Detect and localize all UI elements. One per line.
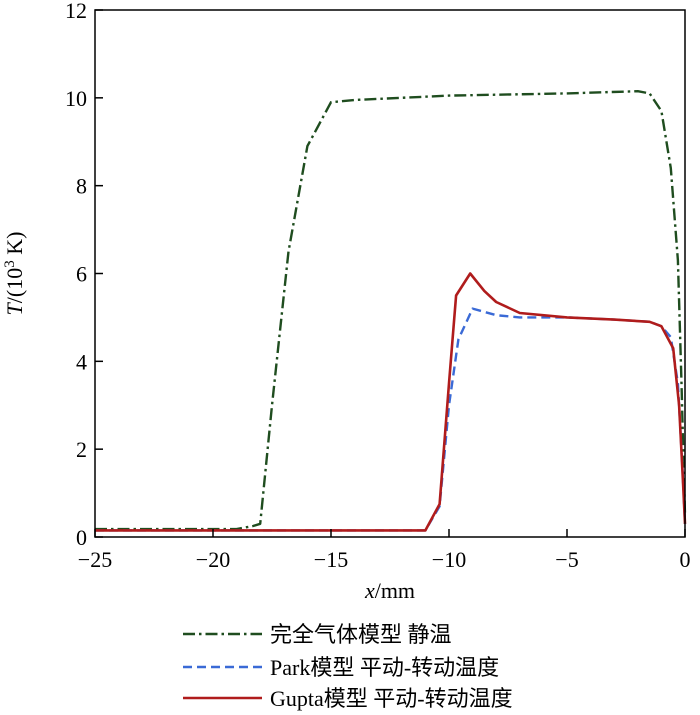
series-line-1 [95,307,687,532]
legend-label-0: 完全气体模型 静温 [270,622,452,647]
y-tick-label: 6 [76,262,87,287]
x-axis-label: x/mm [364,578,415,603]
x-tick-label: −10 [432,547,466,572]
x-axis-label-var: x [364,578,375,603]
y-tick-label: 12 [65,0,87,23]
axis-tick-labels: −25 −20 −15 −10 −5 0 0 2 4 6 8 10 12 [65,0,691,572]
x-axis-label-unit: /mm [375,578,415,603]
plot-frame [94,9,686,538]
y-tick-label: 0 [76,525,87,550]
axis-ticks [94,9,686,538]
legend: 完全气体模型 静温 Park模型 平动-转动温度 Gupta模型 平动-转动温度 [183,622,513,711]
y-tick-label: 8 [76,174,87,199]
x-tick-label: 0 [680,547,691,572]
x-tick-label: −20 [196,547,230,572]
series-line-2 [95,272,687,532]
y-axis-label: T/(103 K) [2,232,27,316]
series-lines [95,90,687,532]
series-line-0 [95,90,687,531]
legend-label-1: Park模型 平动-转动温度 [270,655,499,680]
x-tick-label: −5 [555,547,578,572]
legend-label-2: Gupta模型 平动-转动温度 [270,686,513,711]
y-axis-label-unit-prefix: /(10 [2,268,27,303]
y-tick-label: 10 [65,86,87,111]
x-tick-label: −15 [314,547,348,572]
y-axis-label-unit-suffix: K) [2,232,27,261]
y-tick-label: 2 [76,437,87,462]
x-tick-label: −25 [78,547,112,572]
y-axis-label-unit-sup: 3 [2,260,18,268]
y-tick-label: 4 [76,349,87,374]
y-axis-label-var: T [2,301,27,315]
